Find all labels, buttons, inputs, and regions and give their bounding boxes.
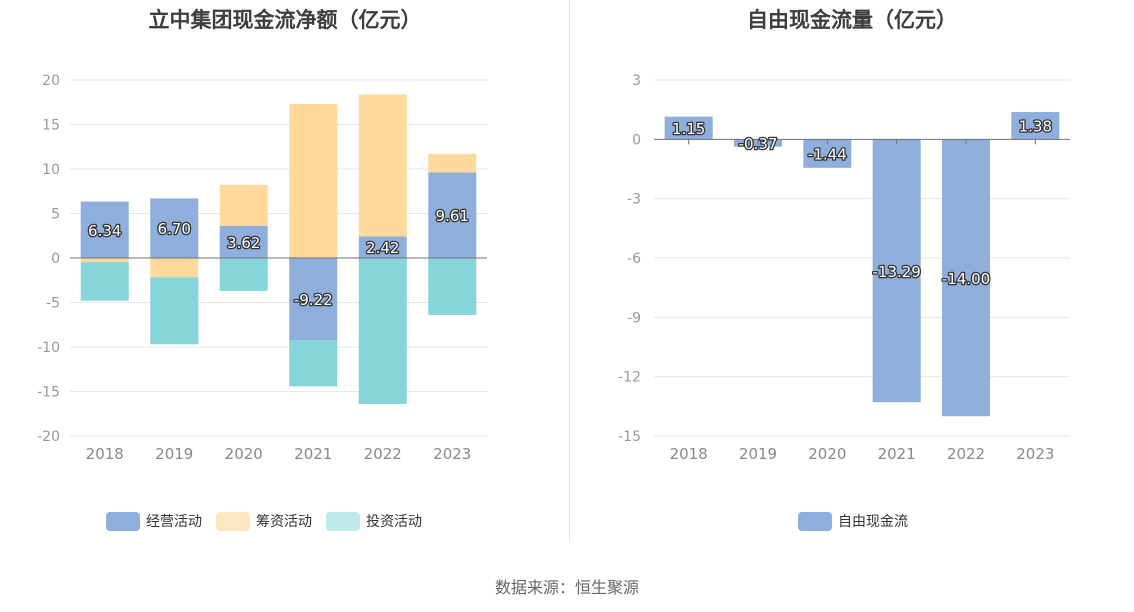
bar-series-1	[219, 184, 268, 226]
y-tick-label: -10	[37, 340, 60, 356]
bar-series-1	[80, 258, 129, 263]
bar-primary	[358, 236, 407, 258]
y-tick-label: -3	[627, 192, 641, 208]
bar-series-2	[150, 277, 199, 345]
data-label: 9.61	[436, 207, 469, 225]
legend-item-financing[interactable]: 筹资活动	[216, 511, 312, 531]
bar-series-2	[428, 258, 477, 315]
y-tick-label: -9	[627, 310, 641, 326]
right-chart-title: 自由现金流量（亿元）	[747, 8, 957, 32]
x-tick-label: 2019	[155, 445, 193, 463]
x-tick-label: 2023	[433, 445, 471, 463]
left-legend: 经营活动 筹资活动 投资活动	[106, 511, 436, 531]
data-label: -13.29	[872, 263, 920, 281]
bar-primary	[942, 139, 990, 417]
x-tick-label: 2021	[878, 445, 916, 463]
x-tick-label: 2022	[947, 445, 985, 463]
data-label: -0.37	[739, 135, 778, 153]
bar-primary	[80, 201, 129, 258]
x-tick-label: 2018	[670, 445, 708, 463]
data-label: 1.15	[672, 120, 705, 138]
y-tick-label: -15	[37, 385, 60, 401]
bar-primary	[428, 172, 477, 258]
bar-series-2	[219, 258, 268, 291]
y-tick-label: 10	[42, 162, 60, 178]
legend-label-operating: 经营活动	[146, 514, 202, 530]
bar-primary	[150, 198, 199, 258]
y-tick-label: 5	[51, 207, 60, 223]
x-tick-label: 2019	[739, 445, 777, 463]
data-label: -9.22	[294, 291, 333, 309]
y-tick-label: -12	[618, 370, 641, 386]
legend-swatch-operating	[106, 511, 140, 531]
x-tick-label: 2022	[364, 445, 402, 463]
x-tick-label: 2023	[1016, 445, 1054, 463]
bar-primary	[664, 116, 713, 140]
y-tick-label: 0	[51, 251, 60, 267]
legend-swatch-investing	[326, 511, 360, 531]
legend-item-operating[interactable]: 经营活动	[106, 511, 202, 531]
bar-series-1	[150, 258, 199, 278]
y-tick-label: 3	[632, 73, 641, 89]
y-tick-label: 0	[632, 132, 641, 148]
data-label: 6.34	[88, 222, 121, 240]
legend-label-financing: 筹资活动	[256, 514, 312, 530]
bar-series-2	[358, 258, 407, 404]
y-tick-label: -15	[618, 429, 641, 445]
bar-series-1	[428, 153, 477, 173]
bar-primary	[289, 258, 338, 341]
cash-flow-net-chart: 20 15 10 5 0 -5 -10 -15 -20 2018 2019 2020 2021 2022 2…	[37, 73, 487, 463]
legend-item-investing[interactable]: 投资活动	[326, 511, 422, 531]
y-tick-label: 15	[42, 118, 60, 134]
x-tick-label: 2020	[225, 445, 263, 463]
free-cash-flow-chart: 3 0 -3 -6 -9 -12 -15 2018 2019 2020 2021 2022 2023 1.…	[618, 73, 1070, 463]
bar-series-1	[289, 104, 338, 258]
data-label: -14.00	[942, 270, 990, 288]
legend-swatch-free-cash-flow	[798, 511, 832, 531]
data-label: 3.62	[227, 234, 260, 252]
x-tick-label: 2021	[294, 445, 332, 463]
y-tick-label: 20	[42, 73, 60, 89]
bar-primary	[219, 225, 268, 258]
x-tick-label: 2020	[808, 445, 846, 463]
legend-label-investing: 投资活动	[366, 514, 422, 530]
bar-primary	[872, 139, 921, 403]
data-label: 2.42	[366, 239, 399, 257]
data-source: 数据来源：恒生聚源	[494, 578, 639, 597]
bar-series-2	[80, 262, 129, 301]
x-tick-label: 2018	[86, 445, 124, 463]
legend-swatch-financing	[216, 511, 250, 531]
legend-item-free-cash-flow[interactable]: 自由现金流	[798, 511, 908, 531]
y-tick-label: -6	[627, 251, 641, 267]
y-tick-label: -5	[46, 296, 60, 312]
bar-series-1	[358, 94, 407, 237]
chart-divider	[569, 0, 570, 542]
right-legend: 自由现金流	[798, 511, 922, 531]
bar-series-2	[289, 340, 338, 387]
left-chart-title: 立中集团现金流净额（亿元）	[148, 8, 422, 32]
data-label: 1.38	[1019, 118, 1052, 136]
data-label: 6.70	[158, 220, 191, 238]
y-tick-label: -20	[37, 429, 60, 445]
bar-primary	[1011, 112, 1060, 140]
legend-label-free-cash-flow: 自由现金流	[838, 514, 908, 530]
data-label: -1.44	[808, 146, 847, 164]
